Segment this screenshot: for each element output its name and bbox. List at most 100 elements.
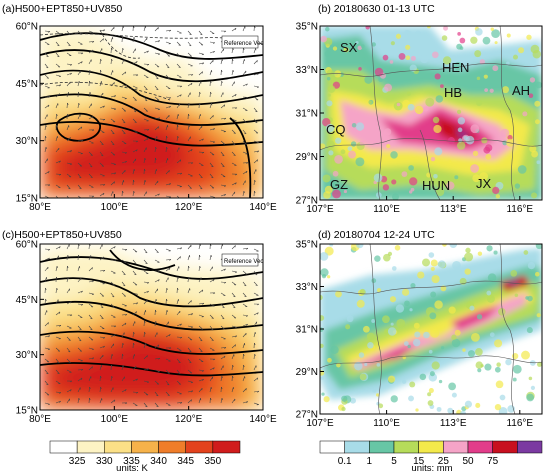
wind-arrow [154, 85, 159, 91]
wind-arrow [66, 389, 72, 393]
precip-cell [326, 140, 335, 149]
y-tick-label: 31°N [296, 109, 318, 120]
precip-cell [436, 406, 442, 412]
wind-arrow [253, 312, 259, 316]
wind-arrow [220, 355, 226, 360]
wind-arrow-head [244, 121, 247, 123]
wind-arrow-head [67, 102, 69, 105]
wind-arrow [88, 280, 94, 283]
wind-arrow-head [100, 58, 102, 62]
wind-arrow-head [123, 132, 126, 135]
wind-arrow [44, 74, 49, 79]
wind-arrow-head [125, 84, 128, 87]
precip-cell [495, 194, 501, 199]
wind-arrow-head [69, 137, 71, 140]
wind-arrow-head [58, 93, 60, 96]
wind-arrow [77, 369, 83, 371]
panel-c-title: (c)H500+EPT850+UV850 [2, 229, 122, 241]
wind-arrow [253, 159, 258, 164]
wind-arrow [99, 269, 105, 272]
wind-arrow [44, 369, 49, 375]
wind-arrow-head [147, 50, 149, 53]
wind-arrow-head [144, 168, 146, 171]
wind-arrow-head [246, 162, 249, 164]
wind-arrow [231, 335, 237, 338]
wind-arrow-head [134, 273, 137, 276]
wind-arrow-head [155, 146, 157, 150]
wind-arrow-head [81, 290, 83, 293]
wind-arrow [198, 41, 204, 46]
precip-cell [447, 137, 455, 145]
precip-cell [343, 189, 348, 194]
wind-arrow-head [45, 298, 47, 301]
wind-arrow [44, 277, 47, 283]
wind-arrow [132, 61, 138, 65]
precip-cell [389, 296, 397, 303]
wind-arrow-head [213, 358, 216, 361]
wind-arrow [44, 63, 49, 69]
wind-arrow-head [92, 41, 95, 43]
wind-arrow-head [68, 361, 71, 363]
wind-arrow [209, 325, 214, 331]
wind-arrow [220, 244, 223, 250]
wind-arrow-head [157, 126, 159, 129]
precip-cell [457, 32, 461, 36]
precip-cell [482, 36, 491, 45]
wind-arrow [99, 129, 105, 133]
wind-arrow [231, 292, 236, 298]
wind-arrow [165, 358, 171, 362]
precip-cell [483, 262, 491, 270]
wind-arrow-head [136, 140, 139, 143]
wind-arrow-head [80, 126, 83, 129]
wind-arrow [143, 158, 146, 164]
wind-arrow-head [177, 124, 179, 127]
colorbar-swatch [131, 440, 159, 454]
wind-arrow-head [167, 372, 170, 374]
wind-arrow [99, 192, 105, 197]
wind-arrow [209, 314, 214, 319]
wind-arrow-head [89, 92, 91, 95]
wind-arrow-head [114, 259, 117, 262]
precip-cell [374, 67, 384, 77]
colorbar-swatch [319, 440, 345, 454]
wind-arrow [198, 378, 204, 382]
wind-arrow-head [67, 265, 69, 268]
wind-arrow-head [200, 350, 203, 353]
wind-arrow [77, 266, 80, 272]
wind-arrow-head [59, 160, 61, 163]
wind-arrow [253, 107, 258, 112]
precip-cell [409, 381, 416, 388]
wind-arrow [242, 70, 247, 76]
precip-cell [408, 395, 414, 402]
wind-arrow [44, 402, 50, 405]
colorbar-swatch [76, 440, 105, 454]
wind-arrow-head [233, 154, 236, 156]
wind-arrow-head [69, 163, 72, 165]
wind-arrow-head [89, 397, 91, 400]
precip-cell [395, 33, 402, 39]
wind-arrow [110, 162, 116, 165]
y-tick-label: 35°N [296, 240, 318, 251]
wind-arrow-head [246, 401, 248, 404]
wind-arrow [253, 60, 258, 65]
precip-cell [371, 42, 376, 47]
wind-arrow-head [156, 394, 159, 397]
precip-cell [402, 99, 411, 108]
precip-cell [376, 363, 381, 367]
wind-arrow-head [222, 317, 225, 320]
wind-arrow [231, 151, 236, 156]
wind-arrow [99, 92, 104, 98]
wind-arrow [165, 369, 170, 374]
wind-arrow [198, 92, 200, 98]
wind-arrow-head [136, 378, 138, 381]
precip-cell [373, 173, 383, 183]
wind-arrow [198, 347, 203, 352]
wind-arrow [242, 26, 246, 32]
y-tick-label: 45°N [16, 79, 38, 90]
wind-arrow [143, 391, 149, 396]
wind-arrow [66, 288, 70, 294]
wind-arrow-head [79, 176, 82, 179]
wind-arrow-head [103, 270, 106, 272]
precip-cell [459, 410, 467, 414]
wind-arrow-head [146, 381, 149, 383]
